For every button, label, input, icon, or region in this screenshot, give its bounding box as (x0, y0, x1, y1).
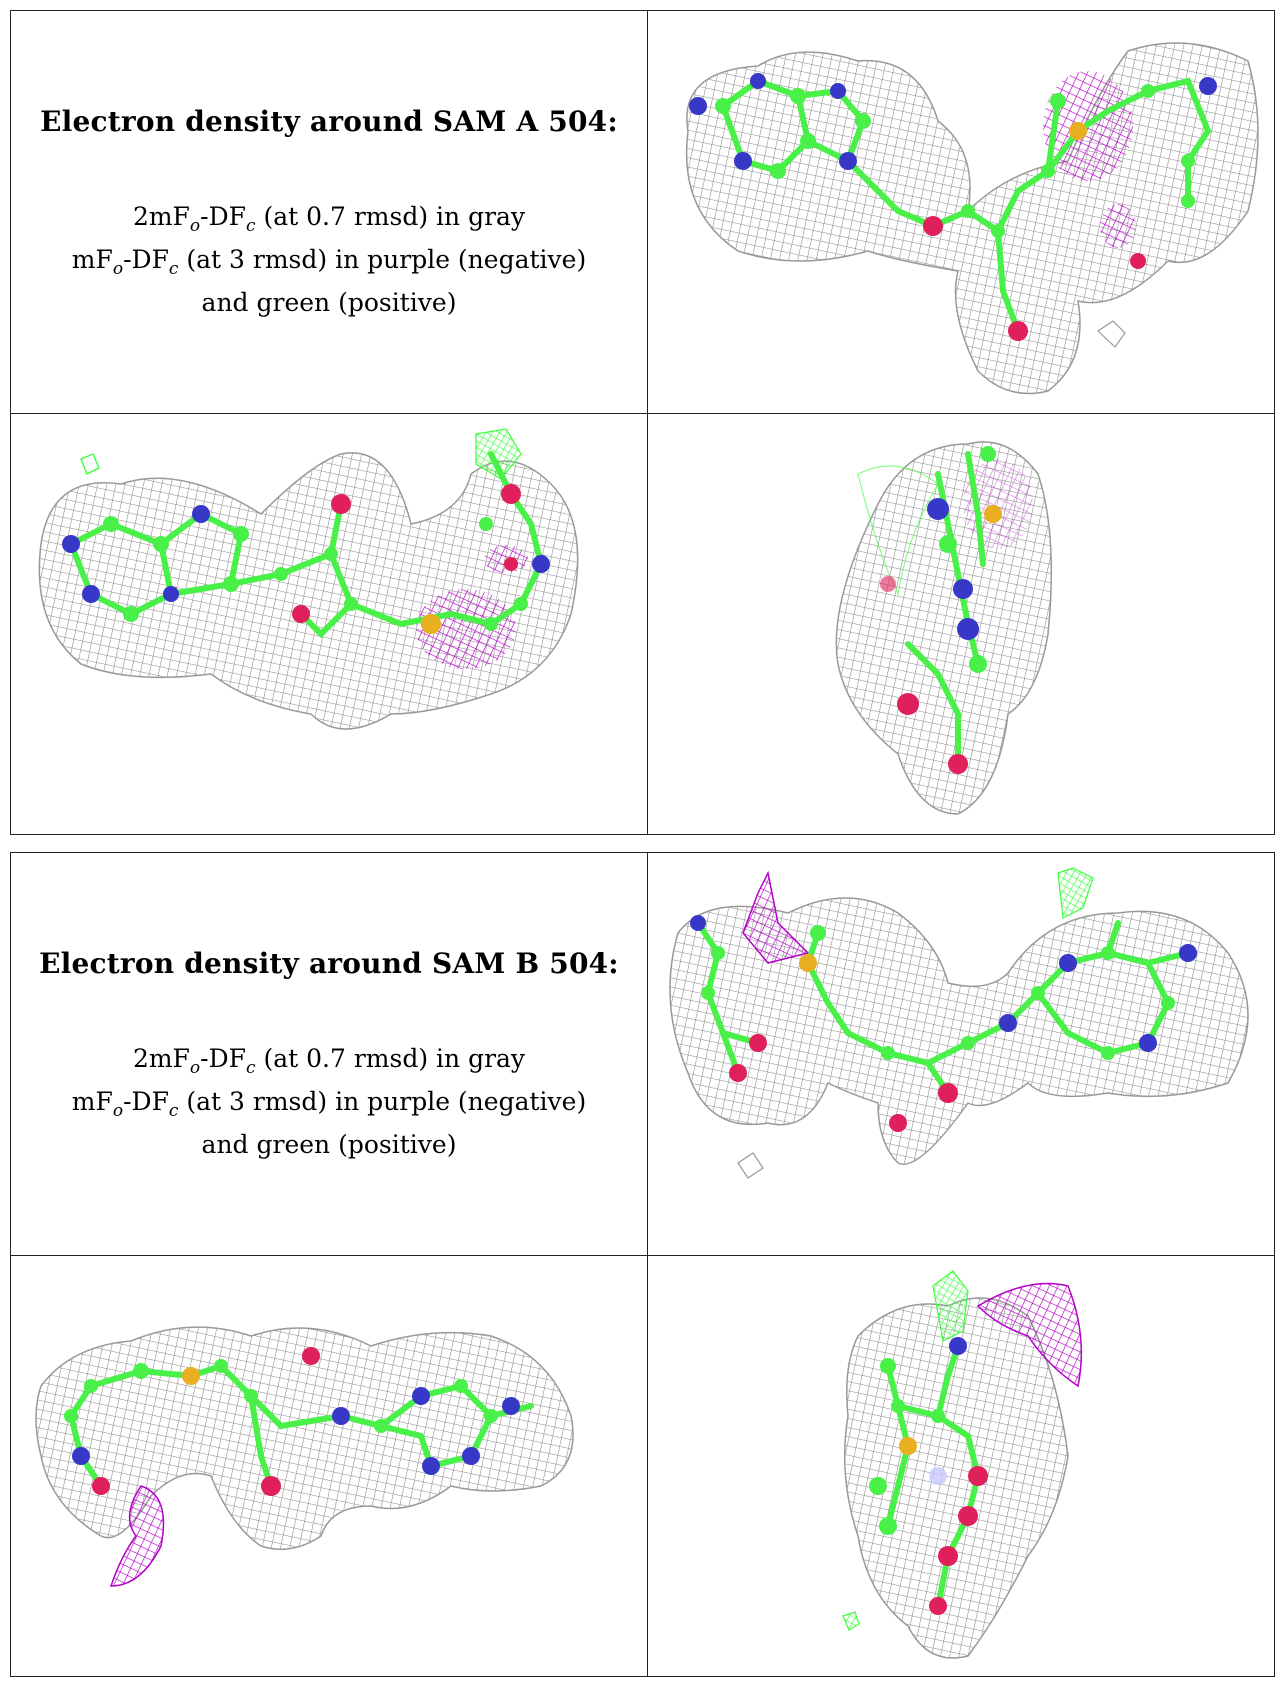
electron-density-image (38, 428, 579, 730)
density-view-b-2 (10, 1255, 648, 1677)
density-view-b-3 (647, 1255, 1275, 1677)
caption-legend: 2mFo-DFc (at 0.7 rmsd) in gray mFo-DFc (… (12, 200, 647, 320)
caption-legend: 2mFo-DFc (at 0.7 rmsd) in gray mFo-DFc (… (12, 1042, 647, 1162)
legend-line-gray: 2mFo-DFc (at 0.7 rmsd) in gray (132, 1043, 526, 1078)
caption-heading: Electron density around SAM B 504: (39, 946, 619, 980)
electron-density-image (669, 867, 1249, 1179)
density-view-b-1 (647, 852, 1275, 1256)
electron-density-image (685, 42, 1259, 395)
electron-density-image (835, 441, 1053, 815)
caption-cell-sam-a: Electron density around SAM A 504: 2mFo-… (10, 10, 648, 414)
caption-cell-sam-b: Electron density around SAM B 504: 2mFo-… (10, 852, 648, 1256)
legend-line-positive: and green (positive) (201, 1129, 457, 1159)
density-view-a-2 (10, 413, 648, 835)
caption-heading: Electron density around SAM A 504: (40, 104, 618, 138)
electron-density-image (842, 1270, 1083, 1659)
density-view-a-3 (647, 413, 1275, 835)
legend-line-difference: mFo-DFc (at 3 rmsd) in purple (negative) (71, 244, 587, 279)
legend-line-gray: 2mFo-DFc (at 0.7 rmsd) in gray (132, 201, 526, 236)
figure-table-sam-a: Electron density around SAM A 504: 2mFo-… (10, 10, 1275, 835)
density-view-a-1 (647, 10, 1275, 414)
legend-line-positive: and green (positive) (201, 287, 457, 317)
electron-density-image (35, 1326, 574, 1587)
figure-table-sam-b: Electron density around SAM B 504: 2mFo-… (10, 852, 1275, 1677)
legend-line-difference: mFo-DFc (at 3 rmsd) in purple (negative) (71, 1086, 587, 1121)
